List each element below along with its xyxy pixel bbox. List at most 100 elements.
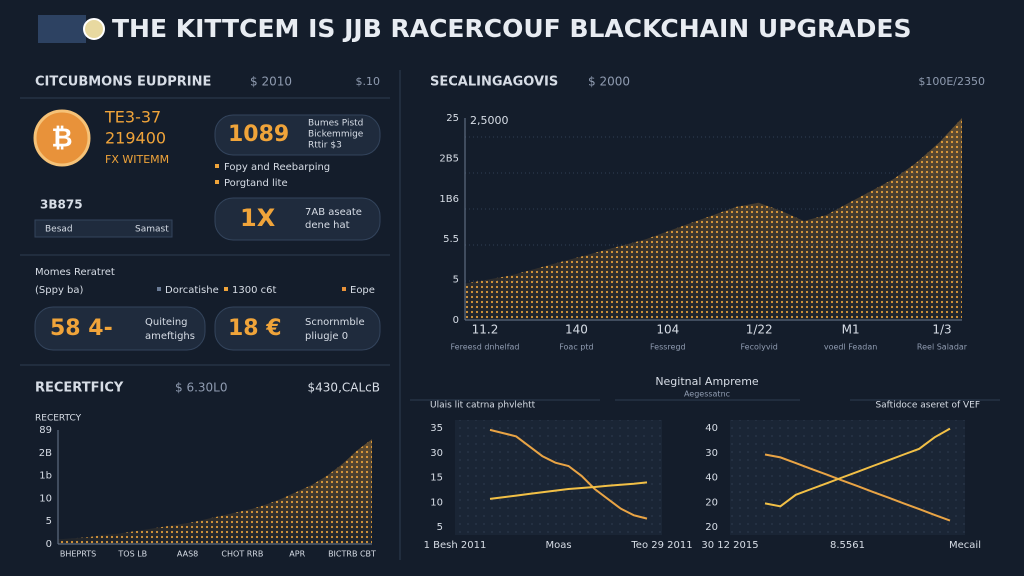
legend-text: 1300 c6t — [232, 285, 276, 296]
x-tick-sub: Fereesd dnhelfad — [451, 343, 520, 352]
bullet-text: Porgtand lite — [224, 178, 288, 189]
y-tick-label: 35 — [430, 423, 443, 434]
x-tick-label: TOS LB — [117, 550, 147, 559]
panel-title: CITCUBMONS EUDPRINE — [35, 75, 211, 90]
coin-symbol: ₿ — [51, 124, 72, 154]
card — [34, 306, 206, 351]
field-text: Besad — [45, 225, 73, 235]
line — [764, 427, 951, 508]
x-tick-label: 8.5561 — [830, 540, 865, 551]
x-tick-label: Moas — [545, 540, 571, 551]
y-tick-label: 5 — [437, 522, 443, 533]
panel-subtitle: $ 2010 — [250, 75, 292, 89]
plot-bg — [730, 420, 965, 535]
legend-swatch — [224, 287, 228, 291]
y-tick-label: 20 — [705, 522, 718, 533]
chart-label: Ulais lit catrna phvlehtt — [430, 401, 536, 411]
section-title: Negitnal Ampreme — [655, 375, 759, 388]
stat: 3B875 — [40, 198, 83, 212]
y-tick-label: 5 — [46, 516, 52, 527]
legend-swatch — [157, 287, 161, 291]
x-tick-label: BICTRB CBT — [328, 550, 376, 559]
x-tick-sub: Foac ptd — [559, 343, 593, 352]
coin-text: 219400 — [105, 129, 166, 148]
area — [465, 118, 962, 320]
x-tick-sub: Reel Saladar — [917, 343, 968, 352]
x-tick-label: 11.2 — [472, 323, 499, 337]
panel-subtitle: $ 6.30L0 — [175, 381, 228, 395]
card-text: Bickemmige — [308, 130, 364, 140]
x-tick-label: Teo 29 2011 — [630, 540, 692, 551]
panel-corner: $.10 — [356, 75, 381, 88]
chart-label: RECERTCY — [35, 414, 82, 424]
coin-text: FX WITEMM — [105, 153, 169, 166]
x-tick-sub: voedl Feadan — [824, 343, 877, 352]
y-tick-label: 20 — [705, 497, 718, 508]
x-tick-label: AAS8 — [177, 550, 198, 559]
card-text: ameftighs — [145, 331, 195, 342]
x-tick-label: CHOT RRB — [221, 550, 263, 559]
y-tick-label: 2B — [39, 448, 52, 459]
panel-subtitle: $ 2000 — [588, 75, 630, 89]
y-tick-label: 5.5 — [443, 234, 459, 245]
x-tick-label: 1 Besh 2011 — [424, 540, 487, 551]
x-tick-label: APR — [289, 550, 305, 559]
y-tick-label: 89 — [39, 425, 52, 436]
line — [764, 453, 951, 522]
plot-bg — [455, 420, 662, 535]
y-tick-label: 2B5 — [439, 153, 459, 164]
chart-label: 2,5000 — [470, 114, 509, 127]
x-tick-sub: Fecolyvid — [741, 343, 778, 352]
bullet-text: Fopy and Reebarping — [224, 162, 330, 173]
y-tick-label: 15 — [430, 473, 443, 484]
coin-text: TE3-37 — [104, 108, 161, 127]
x-tick-label: 140 — [565, 323, 588, 337]
card — [214, 114, 381, 156]
card — [214, 197, 381, 241]
bullet — [215, 164, 219, 168]
panel-corner: $100E/2350 — [918, 75, 985, 88]
y-tick-label: 25 — [446, 113, 459, 124]
panel-corner: $430,CALcB — [308, 381, 380, 395]
y-tick-label: 0 — [453, 315, 459, 326]
header-bar — [38, 15, 86, 43]
x-tick-sub: Fessregd — [650, 343, 686, 352]
x-tick-label: 1/22 — [746, 323, 773, 337]
y-tick-label: 1b — [39, 471, 52, 482]
field-text: Samast — [135, 225, 169, 235]
y-tick-label: 0 — [46, 539, 52, 550]
x-tick-label: 104 — [656, 323, 679, 337]
y-tick-label: 30 — [430, 448, 443, 459]
logo — [83, 18, 105, 40]
card-value: 18 € — [228, 316, 282, 341]
bullet — [215, 180, 219, 184]
card-text: Quiteing — [145, 317, 188, 328]
y-tick-label: 40 — [705, 473, 718, 484]
y-tick-label: 1B6 — [439, 194, 459, 205]
card-text: dene hat — [305, 220, 350, 231]
panel-title: SECALINGAGOVIS — [430, 75, 558, 90]
page-title: THE KITTCEM IS JJB RACERCOUF BLACKCHAIN … — [112, 14, 912, 43]
x-tick-label: M1 — [842, 323, 860, 337]
card-text: Rttir $3 — [308, 141, 342, 151]
chart-label: Saftidoce aseret of VEF — [875, 401, 980, 411]
field — [34, 219, 173, 238]
coin — [33, 109, 91, 167]
section-title: Momes Reratret — [35, 267, 115, 278]
legend-swatch — [342, 287, 346, 291]
legend-text: Eope — [350, 285, 375, 296]
area — [58, 439, 372, 544]
y-tick-label: 40 — [705, 423, 718, 434]
card-text: Scnornmble — [305, 317, 365, 328]
card-value: 1089 — [228, 122, 289, 147]
x-tick-label: 30 12 2015 — [701, 540, 758, 551]
x-tick-label: BHEPRTS — [60, 550, 96, 559]
panel-title: RECERTFICY — [35, 381, 124, 396]
card-text: 7AB aseate — [305, 207, 362, 218]
y-tick-label: 10 — [39, 493, 52, 504]
y-tick-label: 5 — [453, 275, 459, 286]
section-sub: Aegessatnc — [684, 390, 730, 399]
section-sub: (Sppy ba) — [35, 285, 84, 296]
x-tick-label: Mecail — [949, 540, 981, 551]
